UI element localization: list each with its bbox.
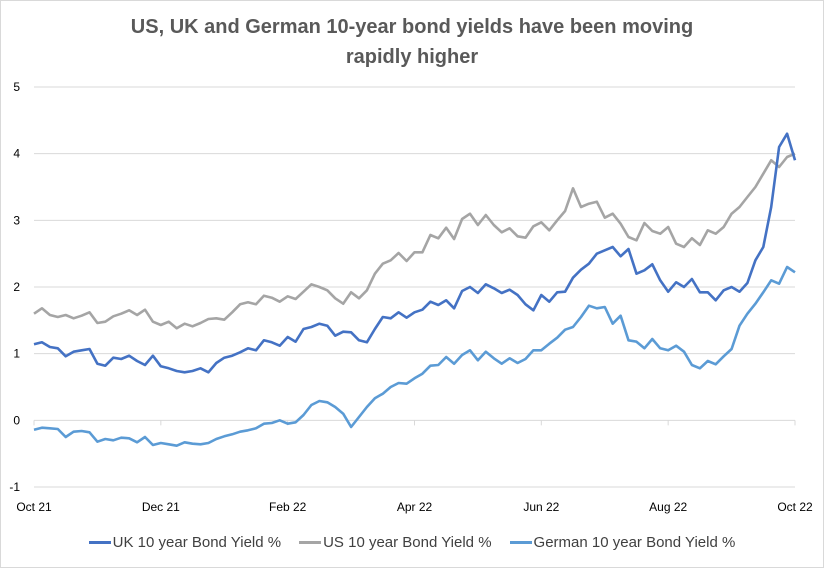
y-axis-ticks: -1 0 1 2 3 4 5 (9, 80, 20, 494)
x-axis-ticks: Oct 21 Dec 21 Feb 22 Apr 22 Jun 22 Aug 22 Oct … (16, 420, 813, 514)
x-tick-label: Dec 21 (142, 500, 180, 514)
legend-label-uk: UK 10 year Bond Yield % (112, 534, 282, 551)
chart-title-line2: rapidly higher (345, 46, 479, 68)
x-tick-label: Feb 22 (269, 500, 307, 514)
x-tick-label: Aug 22 (649, 500, 687, 514)
y-tick-label: 0 (13, 413, 20, 427)
y-tick-label: 5 (13, 80, 20, 94)
legend-swatch-german (509, 541, 532, 544)
legend-swatch-us (299, 541, 322, 544)
x-tick-label: Oct 21 (16, 500, 52, 514)
legend-swatch-uk (88, 541, 111, 544)
legend-item-german: German 10 year Bond Yield % (509, 534, 736, 551)
series-line-german (33, 265, 796, 448)
series-line-us (33, 152, 796, 330)
legend-item-us: US 10 year Bond Yield % (299, 534, 492, 551)
legend: UK 10 year Bond Yield % US 10 year Bond … (0, 534, 824, 551)
x-tick-label: Jun 22 (523, 500, 559, 514)
y-tick-label: 1 (13, 347, 20, 361)
series-line-uk (33, 132, 797, 374)
legend-label-german: German 10 year Bond Yield % (533, 534, 736, 551)
chart-title-line1: US, UK and German 10-year bond yields ha… (130, 16, 694, 38)
x-tick-label: Oct 22 (777, 500, 813, 514)
y-tick-label: 4 (13, 147, 20, 161)
legend-label-us: US 10 year Bond Yield % (323, 534, 492, 551)
gridlines (34, 86, 795, 488)
legend-item-uk: UK 10 year Bond Yield % (88, 534, 282, 551)
x-tick-label: Apr 22 (397, 500, 433, 514)
chart-title: US, UK and German 10-year bond yields ha… (0, 12, 824, 72)
y-tick-label: 2 (13, 280, 20, 294)
y-tick-label: 3 (13, 213, 20, 227)
series-lines (33, 132, 797, 448)
y-tick-label: -1 (9, 480, 20, 494)
